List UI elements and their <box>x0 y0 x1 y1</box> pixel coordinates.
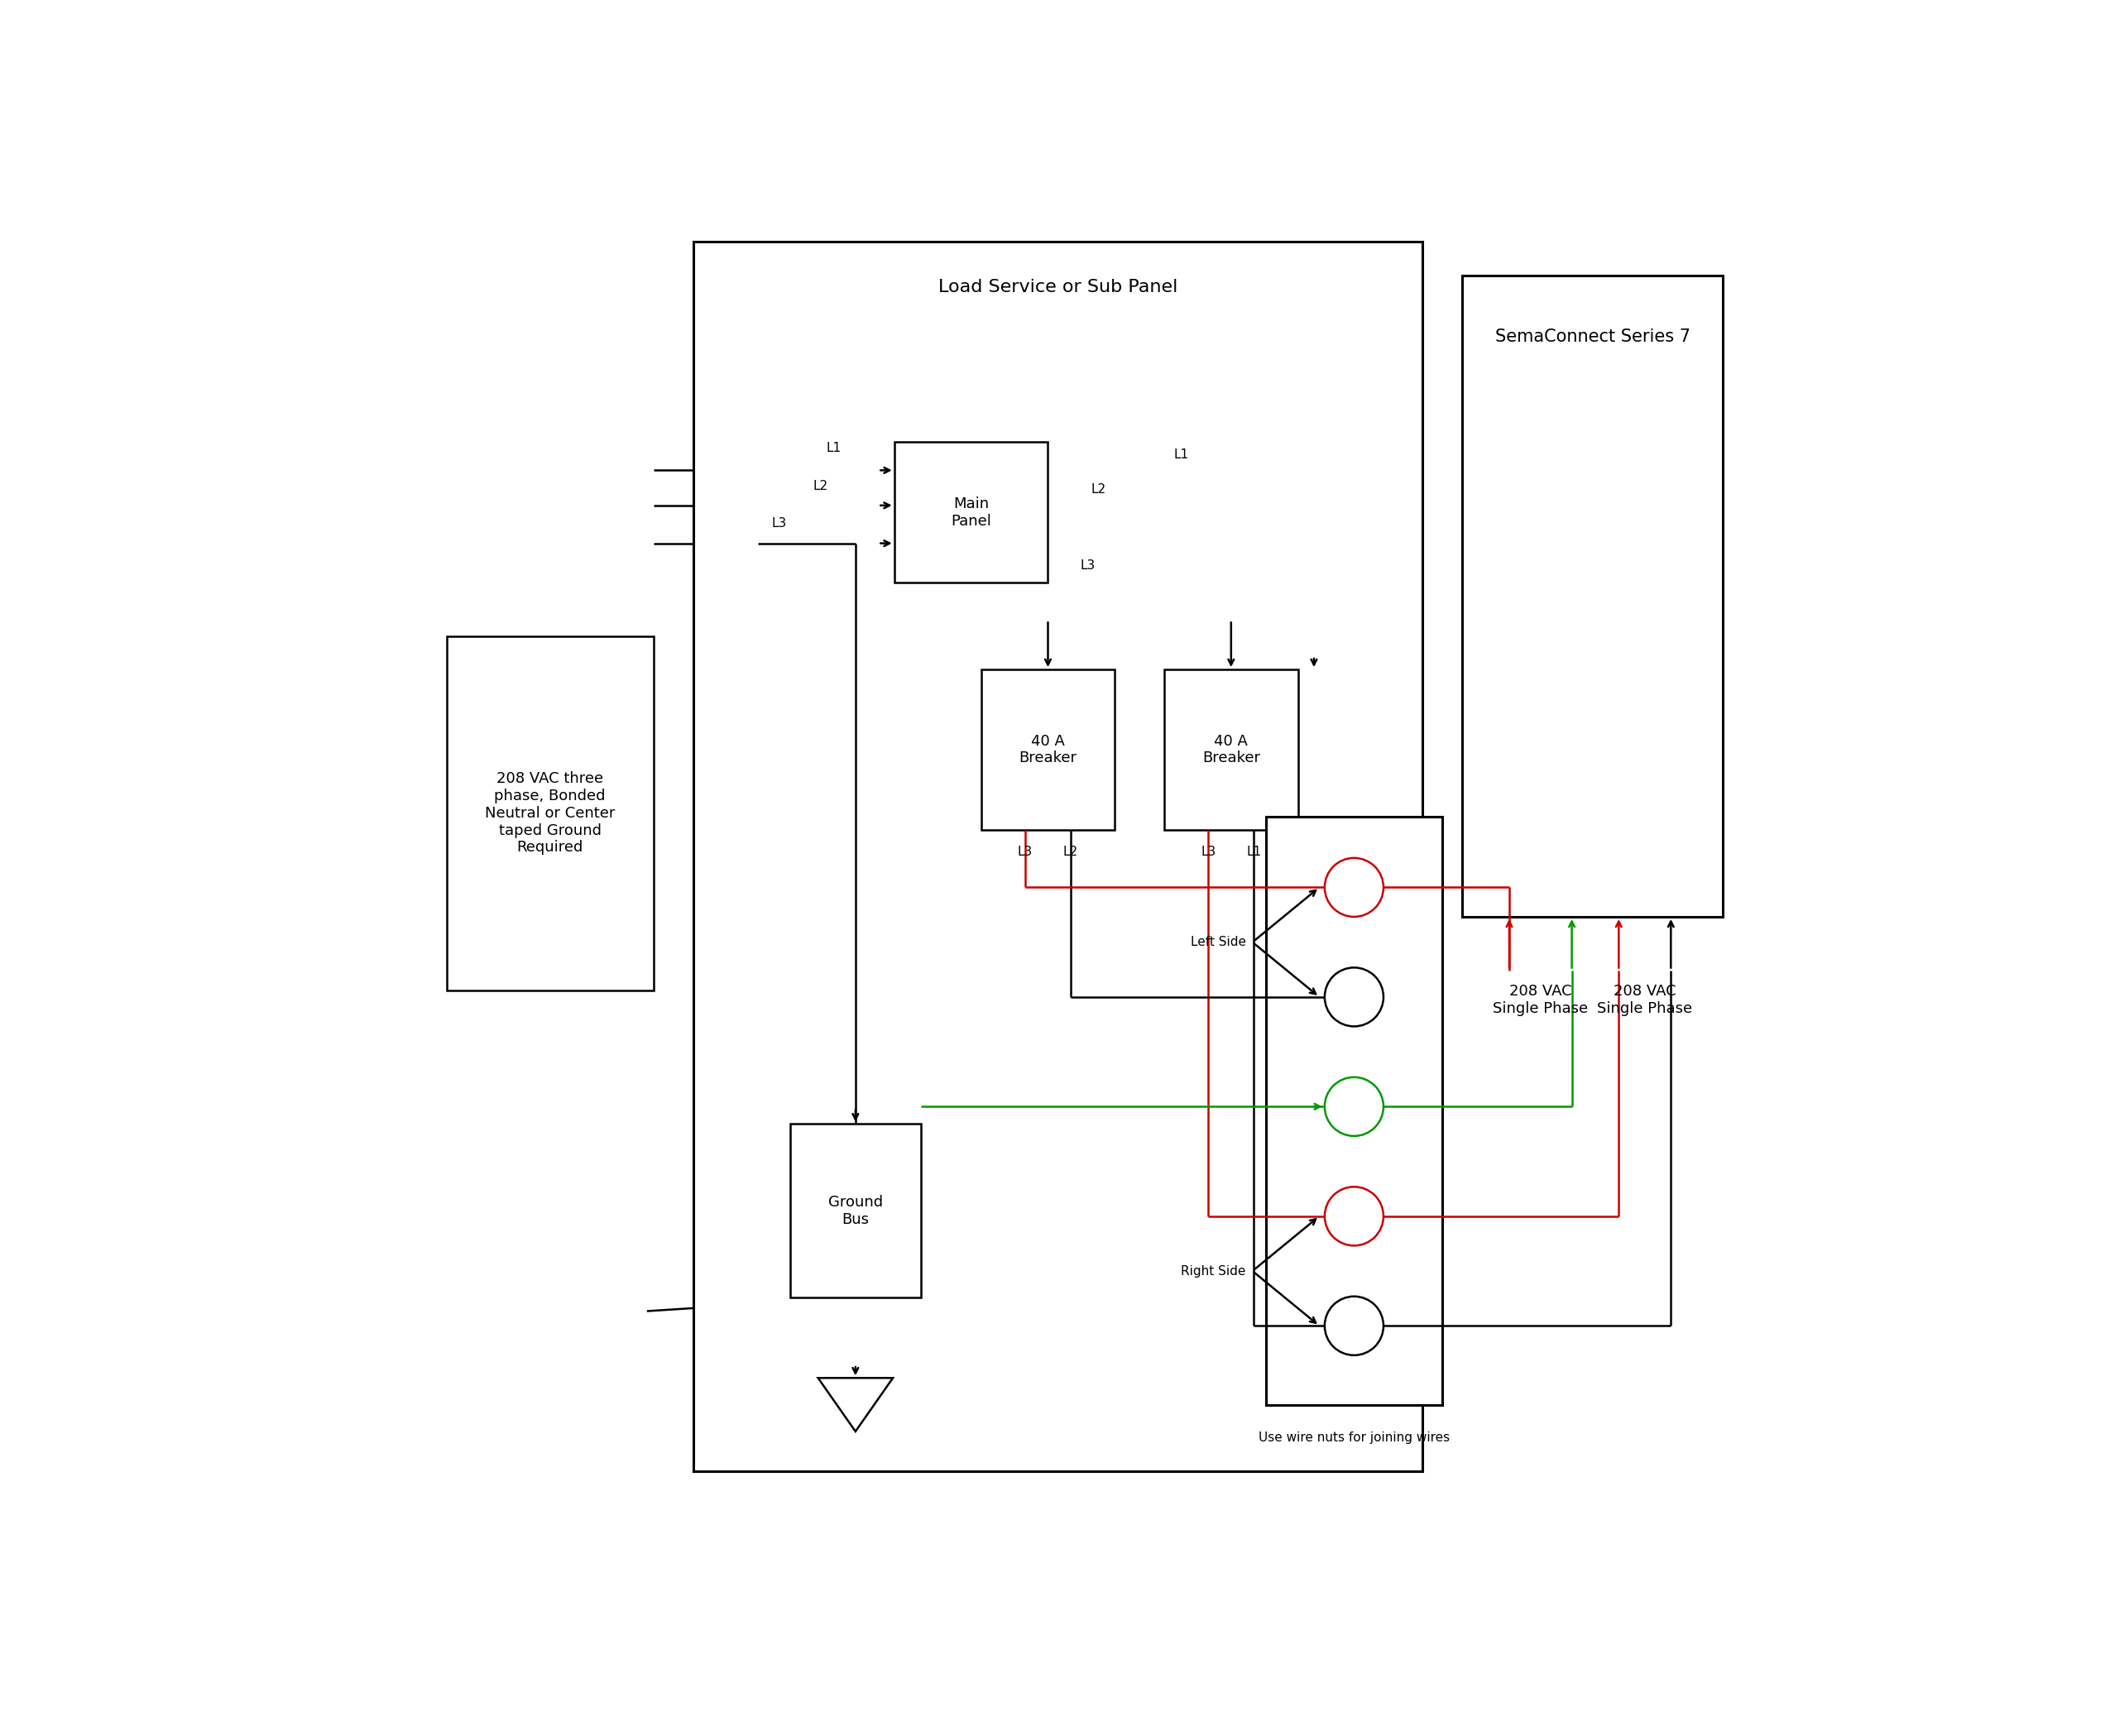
Bar <box>1462 274 1724 917</box>
Bar <box>981 670 1114 830</box>
Bar <box>789 1123 920 1299</box>
Text: L1: L1 <box>827 443 842 455</box>
Text: L1: L1 <box>1247 845 1262 858</box>
Circle shape <box>1325 858 1384 917</box>
Text: L2: L2 <box>1063 845 1078 858</box>
Circle shape <box>1325 967 1384 1026</box>
Circle shape <box>1325 1076 1384 1135</box>
Text: L3: L3 <box>1080 559 1095 571</box>
Text: L2: L2 <box>812 479 829 491</box>
Bar <box>895 443 1049 583</box>
Text: Load Service or Sub Panel: Load Service or Sub Panel <box>939 279 1177 295</box>
Text: L3: L3 <box>1201 845 1215 858</box>
Text: 208 VAC
Single Phase: 208 VAC Single Phase <box>1597 984 1692 1016</box>
Text: L1: L1 <box>1173 448 1188 460</box>
Bar <box>1165 670 1298 830</box>
Bar <box>1266 816 1443 1404</box>
Circle shape <box>1325 1297 1384 1356</box>
Text: 40 A
Breaker: 40 A Breaker <box>1019 734 1076 766</box>
Text: Use wire nuts for joining wires: Use wire nuts for joining wires <box>1258 1432 1450 1444</box>
Text: Left Side: Left Side <box>1190 936 1245 948</box>
Text: 40 A
Breaker: 40 A Breaker <box>1203 734 1260 766</box>
Text: 208 VAC three
phase, Bonded
Neutral or Center
taped Ground
Required: 208 VAC three phase, Bonded Neutral or C… <box>485 771 616 856</box>
Text: L3: L3 <box>772 517 787 529</box>
Text: L2: L2 <box>1091 483 1106 495</box>
Text: Main
Panel: Main Panel <box>952 496 992 528</box>
Text: 208 VAC
Single Phase: 208 VAC Single Phase <box>1494 984 1589 1016</box>
Circle shape <box>1325 1187 1384 1246</box>
Text: SemaConnect Series 7: SemaConnect Series 7 <box>1496 328 1690 345</box>
Text: L3: L3 <box>1017 845 1032 858</box>
Bar <box>694 241 1422 1472</box>
Text: Right Side: Right Side <box>1182 1266 1245 1278</box>
Polygon shape <box>819 1378 893 1432</box>
Text: Ground
Bus: Ground Bus <box>827 1194 882 1227</box>
Bar <box>447 635 654 990</box>
